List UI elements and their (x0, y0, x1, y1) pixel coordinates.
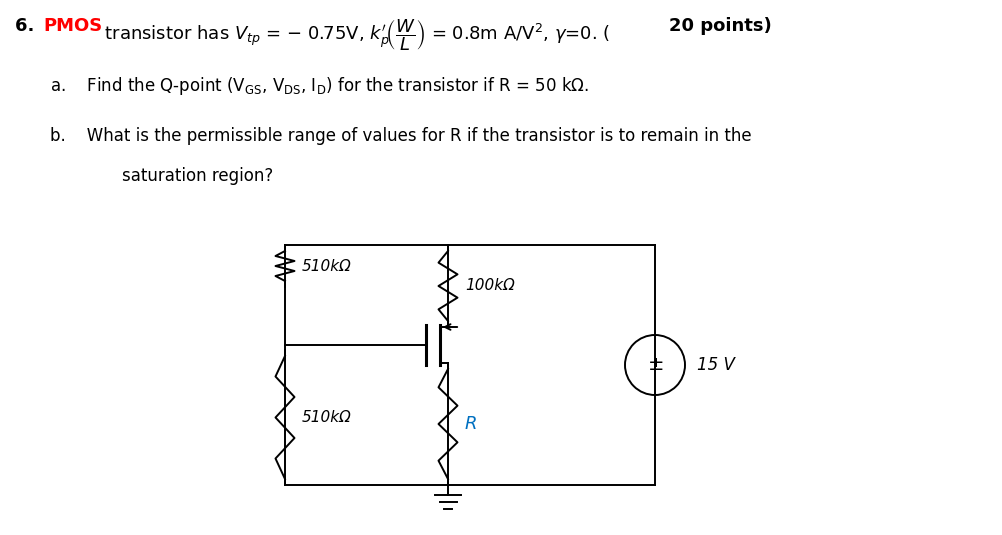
Text: 510kΩ: 510kΩ (302, 410, 352, 425)
Text: 100kΩ: 100kΩ (465, 279, 515, 294)
Text: a.    Find the Q-point (V$_{\sf GS}$, V$_{\sf DS}$, I$_{\sf D}$) for the transis: a. Find the Q-point (V$_{\sf GS}$, V$_{\… (50, 75, 589, 97)
Text: saturation region?: saturation region? (122, 167, 274, 185)
Text: PMOS: PMOS (43, 17, 102, 35)
Text: transistor has $V_{tp}$ = $-$ 0.75V, $k_p'\!\left(\dfrac{W}{L}\right)$ = 0.8m A/: transistor has $V_{tp}$ = $-$ 0.75V, $k_… (99, 17, 610, 52)
Text: $\pm$: $\pm$ (647, 355, 663, 374)
Text: 20 points): 20 points) (669, 17, 772, 35)
Text: b.    What is the permissible range of values for R if the transistor is to rema: b. What is the permissible range of valu… (50, 127, 752, 145)
Text: R: R (465, 415, 478, 433)
Text: 510kΩ: 510kΩ (302, 258, 352, 273)
Text: 6.: 6. (15, 17, 52, 35)
Text: 15 V: 15 V (697, 356, 734, 374)
